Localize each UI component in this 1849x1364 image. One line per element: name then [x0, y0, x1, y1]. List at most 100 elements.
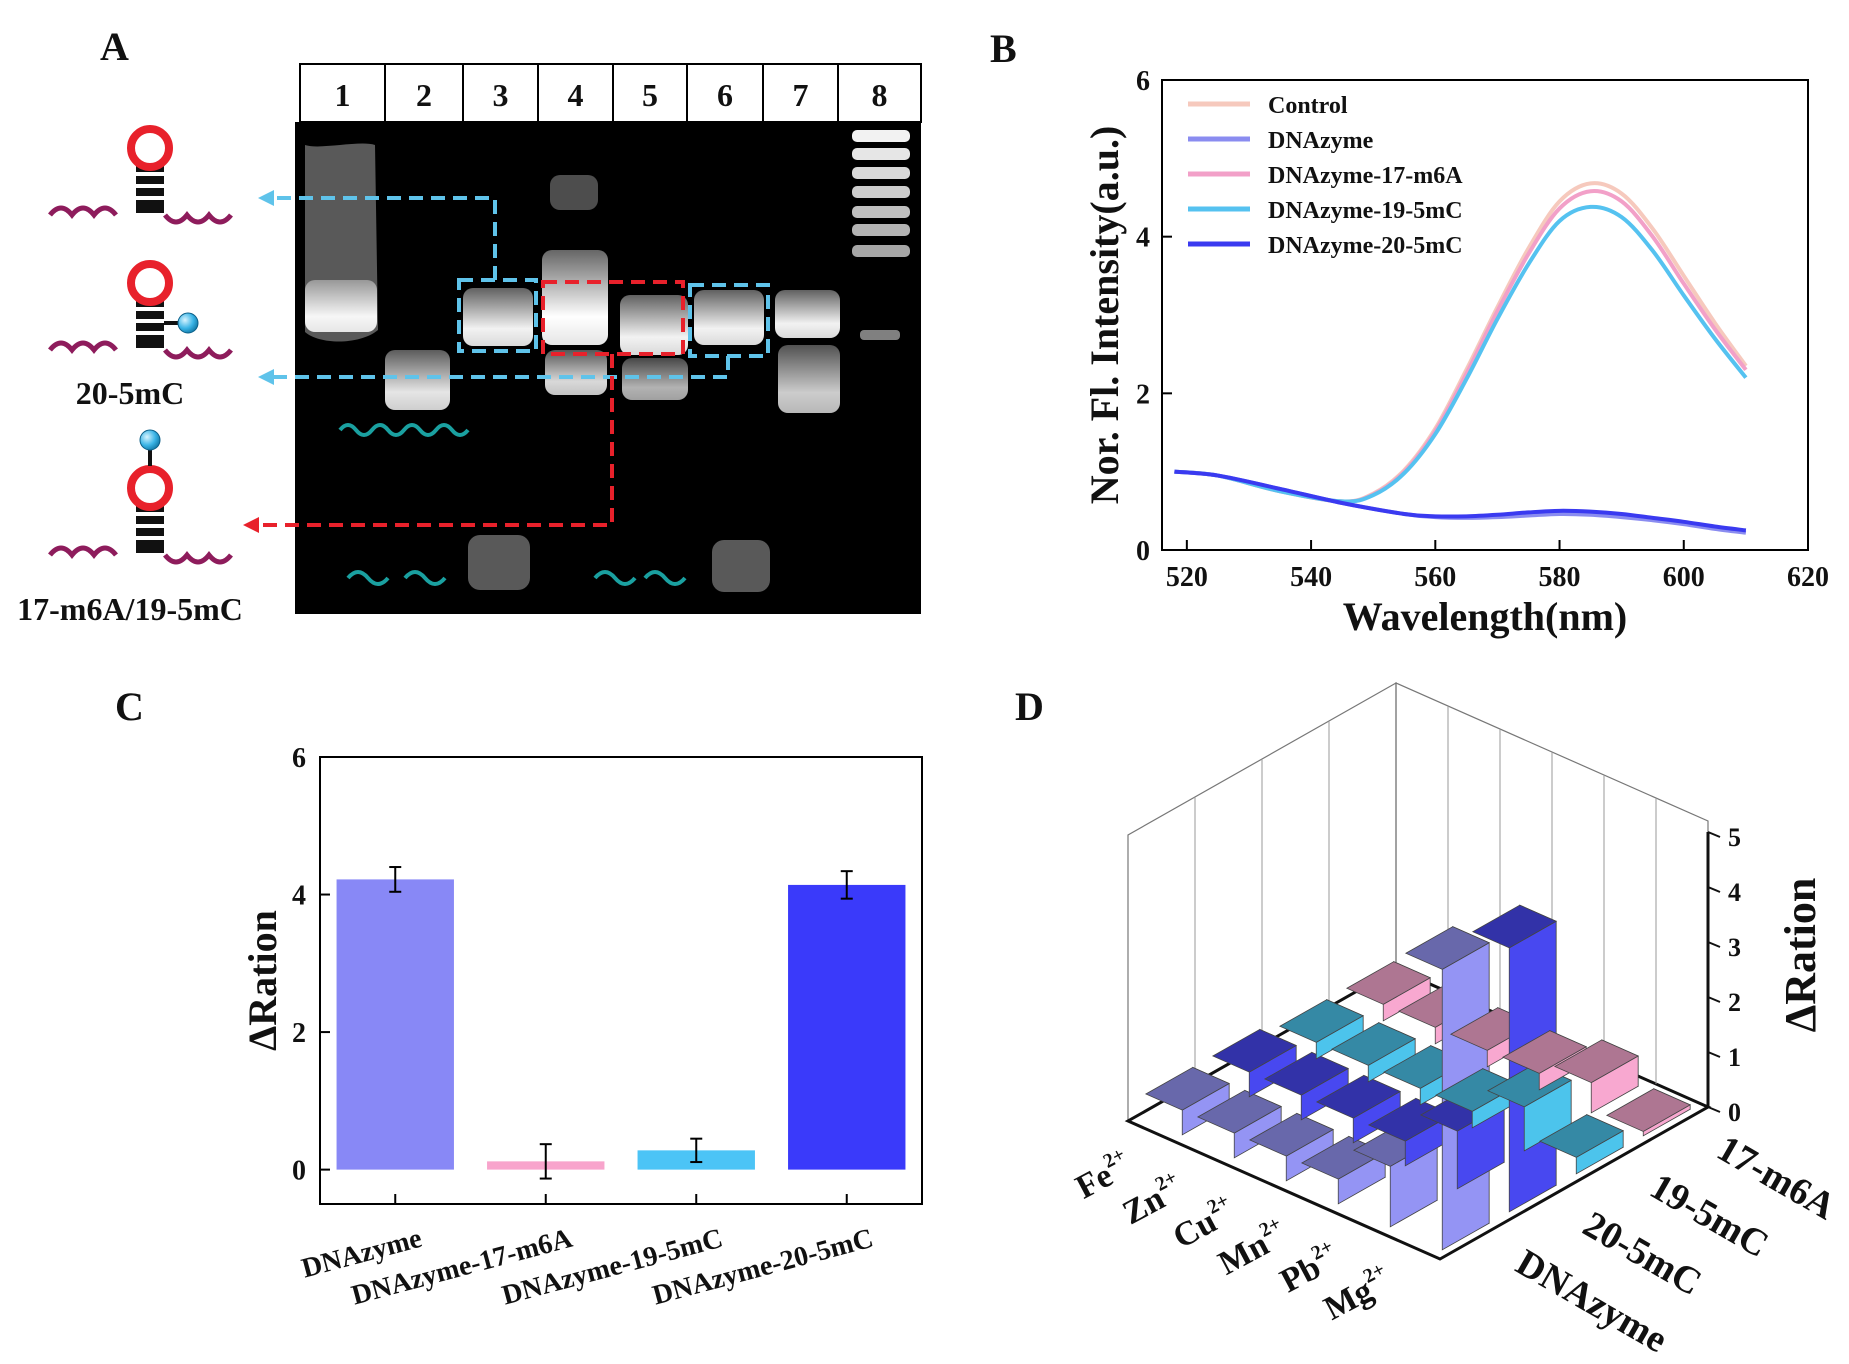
structure-label-17-m6a-19-5mc: 17-m6A/19-5mC	[17, 591, 243, 627]
y-tick-label: 0	[292, 1156, 306, 1187]
x-axis-label: Wavelength(nm)	[1343, 594, 1627, 639]
bar-face-top	[1471, 904, 1558, 949]
lane-label-5: 5	[642, 77, 658, 113]
red-guide	[255, 354, 614, 527]
bar3d-17-m6A-Pb	[1553, 1039, 1640, 1114]
gel-image	[243, 122, 921, 614]
bar-face-top	[1211, 1028, 1298, 1073]
bar3d-19-5mC-Zn	[1330, 1022, 1417, 1083]
lane-label-2: 2	[416, 77, 432, 113]
methyl-sphere	[139, 429, 161, 451]
panel-label-d: D	[1015, 684, 1044, 729]
methyl-sphere	[177, 312, 199, 334]
stem-base-pair	[136, 184, 164, 188]
bar-face-top	[1434, 1068, 1521, 1112]
x-tick-label: 600	[1663, 562, 1705, 593]
loop	[127, 465, 173, 511]
bar-face-top	[1345, 961, 1432, 1005]
fluorescence-line-chart: 520 540 560 580 600 620 0 2 4 6 Wavelength(nm) Nor.…	[1082, 66, 1829, 639]
ladder-band	[852, 206, 910, 218]
gel-band-lane6-low	[712, 540, 770, 592]
series-line-1	[1174, 469, 1747, 535]
z-tick	[1707, 1051, 1721, 1058]
hairpin-17-m6a-19-5mc	[48, 429, 233, 565]
lane-label-box	[837, 63, 922, 123]
bar-face-top	[1248, 1112, 1335, 1157]
bar-face-top	[1553, 1039, 1640, 1084]
ladder-band	[852, 186, 910, 198]
bar3d-20-5mC-Fe	[1211, 1028, 1298, 1098]
bar-face-top	[1278, 999, 1365, 1043]
z-tick	[1707, 941, 1721, 948]
ladder-band	[852, 130, 910, 142]
ladder-band	[852, 245, 910, 257]
ladder-band-low	[860, 330, 900, 340]
y-axis-label: ΔRation	[240, 910, 285, 1051]
z-tick	[1707, 831, 1721, 838]
y-tick-label: 6	[1136, 66, 1150, 97]
panel-b-fluorescence-chart: B 520 540 560 580 600 620 0 2 4 6 Wavelength(nm) No…	[990, 26, 1829, 639]
bar-face-top	[1538, 1114, 1625, 1158]
bar3d-20-5mC-Cu	[1315, 1074, 1402, 1144]
stem-base-pair	[136, 524, 164, 528]
z-tick-label: 0	[1728, 1098, 1741, 1127]
x-tick-label: 540	[1290, 562, 1332, 593]
bar-face-top	[1404, 926, 1491, 970]
x-tick-label: 520	[1166, 562, 1208, 593]
strand-left	[48, 205, 118, 220]
red-dashed-box-lane4-5	[541, 280, 685, 356]
strand-right	[163, 550, 233, 565]
z-tick-label: 4	[1728, 878, 1741, 907]
gel-band-lane7-low	[778, 345, 840, 413]
z-tick-label: 5	[1728, 823, 1741, 852]
hairpin-unmodified	[48, 125, 233, 225]
bar-face-top	[1330, 1022, 1417, 1066]
x-tick-label: 620	[1787, 562, 1829, 593]
x-tick-label: 580	[1539, 562, 1581, 593]
gel-band-lane3-low	[468, 535, 530, 590]
lane-label-4: 4	[568, 77, 584, 113]
bar-face-top	[1263, 1051, 1350, 1096]
series-line-0	[1174, 181, 1748, 504]
stem-base-pair	[136, 172, 164, 176]
panel-a-gel: A 20-5mC 17-m6A/19-5mC 1 2 3 4 5 6 7 8	[17, 24, 922, 627]
lane-label-box	[384, 63, 464, 123]
lane-label-7: 7	[793, 77, 809, 113]
x-tick-label: 560	[1414, 562, 1456, 593]
gel-band-lane3	[463, 288, 533, 346]
blue-arrowhead-lower	[258, 369, 274, 385]
stem-base-pair	[136, 307, 164, 311]
bar3d-DNAzyme-Fe	[1144, 1066, 1231, 1136]
bar3d-17-m6A-Mg	[1605, 1088, 1692, 1137]
teal-strand-short-2	[403, 570, 447, 586]
teal-strand-long	[338, 423, 470, 437]
lane-label-6: 6	[717, 77, 733, 113]
ladder-band	[852, 148, 910, 160]
series-line-4	[1174, 469, 1747, 533]
bar3d-20-5mC-Zn	[1263, 1051, 1350, 1121]
dna-structure-icons	[48, 125, 233, 565]
lane-label-1: 1	[335, 77, 351, 113]
stem-base-pair	[136, 319, 164, 323]
blue-guide-upper	[270, 196, 497, 280]
gel-band-lane1	[305, 280, 377, 332]
structure-label-20-5mc: 20-5mC	[76, 375, 184, 411]
legend-label-1: DNAzyme	[1268, 128, 1374, 154]
y-tick-label: 0	[1136, 536, 1150, 567]
bar-face-top	[1196, 1089, 1283, 1134]
red-arrowhead	[243, 517, 259, 533]
stem-base-pair	[136, 512, 164, 516]
z-tick-label: 2	[1728, 988, 1741, 1017]
lane-label-3: 3	[493, 77, 509, 113]
y-tick-label: 6	[292, 743, 306, 774]
gel-band-lane4-low	[545, 350, 607, 395]
z-tick	[1707, 886, 1721, 893]
lane-label-8: 8	[872, 77, 888, 113]
bar3d-17-m6A-Fe	[1345, 961, 1432, 1022]
panel-label-a: A	[100, 24, 129, 69]
gel-lane-labels: 1 2 3 4 5 6 7 8	[299, 63, 922, 123]
ladder-band	[852, 167, 910, 179]
legend-label-3: DNAzyme-19-5mC	[1268, 198, 1463, 224]
